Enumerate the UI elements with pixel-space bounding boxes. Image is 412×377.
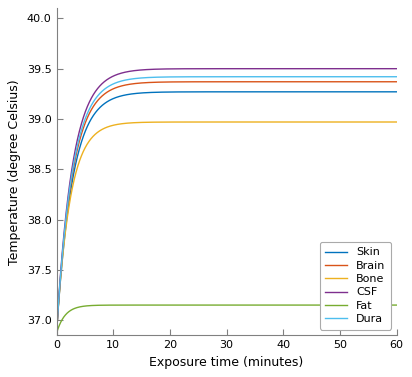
Line: Fat: Fat [56, 305, 397, 333]
CSF [116, 72, 121, 77]
Skin [308, 90, 313, 94]
Dura [394, 75, 399, 79]
Fat [326, 303, 331, 307]
Fat [184, 303, 189, 307]
CSF [394, 66, 399, 71]
CSF [258, 66, 263, 71]
Dura [54, 331, 59, 336]
Bone [258, 120, 263, 124]
Legend: Skin, Brain, Bone, CSF, Fat, Dura: Skin, Brain, Bone, CSF, Fat, Dura [320, 242, 391, 330]
Fat [275, 303, 280, 307]
Line: Dura: Dura [56, 77, 397, 333]
Brain [116, 84, 121, 89]
X-axis label: Exposure time (minutes): Exposure time (minutes) [150, 356, 304, 369]
Fat [394, 303, 399, 307]
Brain [275, 80, 280, 84]
Bone [184, 120, 189, 124]
Line: CSF: CSF [56, 69, 397, 333]
Skin [116, 95, 121, 99]
Skin [184, 90, 189, 94]
Brain [394, 80, 399, 84]
Dura [334, 75, 339, 79]
CSF [184, 66, 189, 71]
Skin [275, 90, 280, 94]
Brain [308, 80, 313, 84]
Dura [275, 75, 280, 79]
CSF [54, 331, 59, 336]
Brain [54, 331, 59, 336]
Fat [116, 303, 121, 307]
Fat [258, 303, 263, 307]
Fat [54, 331, 59, 336]
Bone [54, 331, 59, 336]
Bone [116, 122, 121, 127]
Brain [258, 80, 263, 84]
Skin [258, 90, 263, 94]
Brain [334, 80, 339, 84]
Fat [308, 303, 313, 307]
Dura [258, 75, 263, 79]
Bone [308, 120, 313, 124]
Skin [394, 90, 399, 94]
Dura [184, 75, 189, 79]
Bone [334, 120, 339, 124]
Dura [116, 80, 121, 84]
Line: Brain: Brain [56, 82, 397, 333]
Bone [275, 120, 280, 124]
Skin [54, 331, 59, 336]
Y-axis label: Temperature (degree Celsius): Temperature (degree Celsius) [8, 79, 21, 265]
Dura [308, 75, 313, 79]
Line: Bone: Bone [56, 122, 397, 333]
Skin [334, 90, 339, 94]
Fat [334, 303, 339, 307]
CSF [334, 66, 339, 71]
Line: Skin: Skin [56, 92, 397, 333]
CSF [308, 66, 313, 71]
Bone [394, 120, 399, 124]
Brain [184, 80, 189, 84]
CSF [275, 66, 280, 71]
